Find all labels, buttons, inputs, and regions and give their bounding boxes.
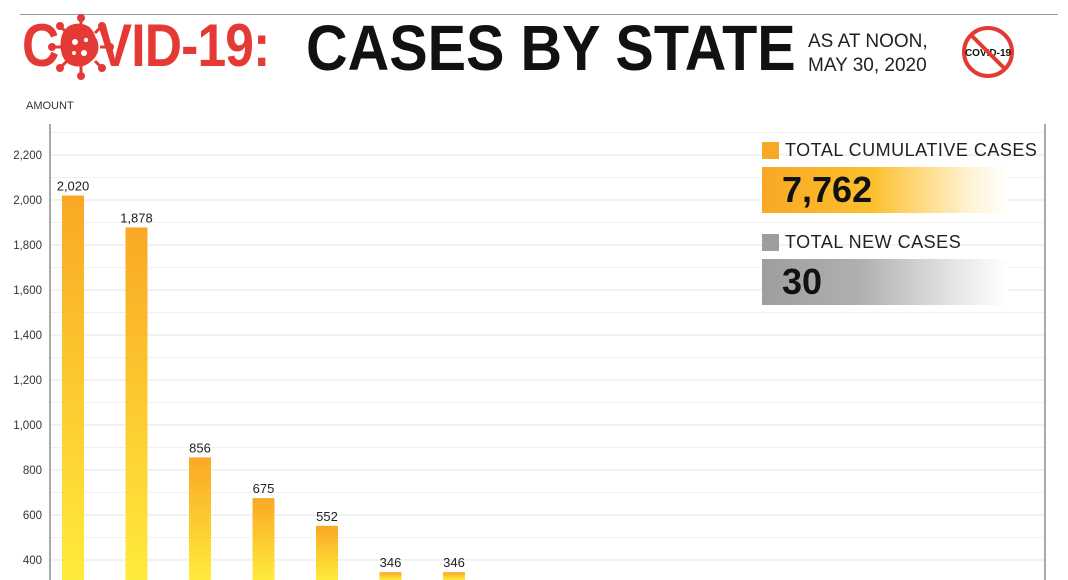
- y-tick-label: 1,800: [13, 240, 42, 252]
- bar-value-label: 346: [443, 555, 465, 570]
- top-rule: [20, 14, 1058, 15]
- new-cases-label: TOTAL NEW CASES: [785, 232, 962, 252]
- bar-value-label: 552: [316, 509, 338, 524]
- bar-value-label: 856: [189, 440, 211, 455]
- y-tick-label: 600: [23, 510, 42, 522]
- y-tick-label: 800: [23, 465, 42, 477]
- bar: [443, 572, 465, 580]
- as-at-date: AS AT NOON, MAY 30, 2020: [808, 30, 928, 78]
- y-tick-label: 1,400: [13, 330, 42, 342]
- y-tick-label: 1,200: [13, 375, 42, 387]
- bars: [62, 195, 465, 580]
- y-tick-label: 2,200: [13, 150, 42, 162]
- header: COVID-19:: [0, 0, 1068, 100]
- bar-chart: 400 600 800 1,000 1,200 1,400 1,600 1,800 2,000 2…: [13, 124, 1046, 580]
- y-tick-label: 1,600: [13, 285, 42, 297]
- bar: [316, 525, 338, 580]
- new-cases-panel: TOTAL NEW CASES 30: [762, 232, 1008, 305]
- as-at-line2: MAY 30, 2020: [808, 55, 927, 76]
- cumulative-swatch: [762, 142, 779, 159]
- bar: [189, 457, 211, 580]
- bar-value-labels: 2,020 1,878 856 675 552 346 346: [57, 179, 465, 571]
- bar: [252, 498, 275, 580]
- bar: [379, 572, 402, 580]
- y-tick-labels: 400 600 800 1,000 1,200 1,400 1,600 1,800 2,000 2…: [13, 150, 42, 567]
- bar: [62, 195, 84, 580]
- cumulative-label: TOTAL CUMULATIVE CASES: [785, 140, 1038, 160]
- cumulative-value: 7,762: [762, 167, 1008, 213]
- bar-value-label: 2,020: [57, 179, 90, 194]
- y-axis-title: AMOUNT: [26, 100, 74, 112]
- new-cases-value: 30: [762, 259, 1008, 305]
- bar-value-label: 346: [380, 555, 402, 570]
- bar-value-label: 675: [253, 481, 275, 496]
- y-tick-label: 1,000: [13, 420, 42, 432]
- cumulative-panel: TOTAL CUMULATIVE CASES 7,762: [762, 140, 1037, 213]
- bar: [125, 227, 148, 580]
- new-cases-swatch: [762, 234, 779, 251]
- as-at-line1: AS AT NOON,: [808, 31, 928, 52]
- virus-icon: [48, 14, 114, 80]
- no-covid-icon: COVID-19: [962, 26, 1014, 78]
- cases-title: CASES BY STATE: [306, 12, 796, 84]
- bar-value-label: 1,878: [120, 210, 153, 225]
- y-tick-label: 400: [23, 555, 42, 567]
- y-tick-label: 2,000: [13, 195, 42, 207]
